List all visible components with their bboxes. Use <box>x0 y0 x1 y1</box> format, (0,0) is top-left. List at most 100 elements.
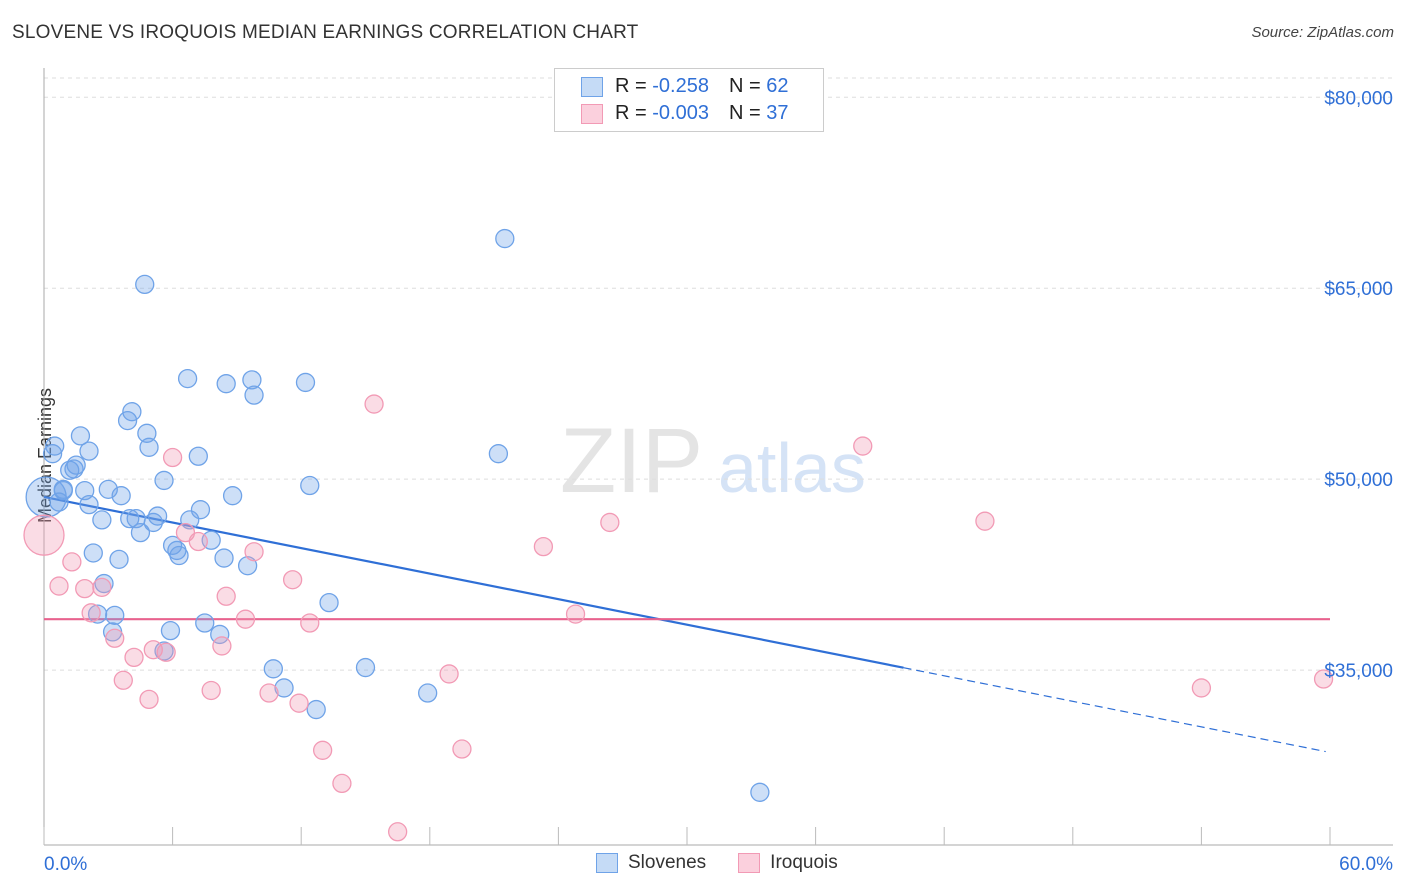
slovenes-point <box>122 402 142 422</box>
y-tick-label: $35,000 <box>1324 661 1393 682</box>
slovenes-point <box>169 545 189 566</box>
slovenes-point <box>139 437 159 457</box>
iroquois-point <box>124 647 144 668</box>
slovenes-point <box>45 436 65 456</box>
slovenes-point <box>237 556 258 576</box>
iroquois-point <box>235 609 256 629</box>
iroquois-point <box>244 542 264 562</box>
slovenes-point <box>244 385 264 405</box>
iroquois-point <box>975 511 995 531</box>
iroquois-point <box>162 447 183 468</box>
iroquois-point <box>300 613 320 633</box>
slovenes-point <box>180 510 200 530</box>
iroquois-point <box>201 680 221 701</box>
slovenes-point <box>418 683 438 703</box>
slovenes-point <box>109 549 129 570</box>
iroquois-point <box>62 552 82 572</box>
y-tick-label: $50,000 <box>1324 470 1393 491</box>
iroquois-point <box>92 577 112 598</box>
iroquois-point <box>282 570 303 590</box>
slovenes-point <box>177 368 198 389</box>
iroquois-point <box>853 436 873 456</box>
slovenes-point <box>70 426 91 446</box>
slovenes-point <box>79 494 99 515</box>
slovenes-point <box>130 522 151 543</box>
iroquois-point <box>23 514 65 556</box>
slovenes-point <box>154 470 174 491</box>
watermark-zip: ZIP <box>560 410 703 512</box>
slovenes-point <box>319 592 339 613</box>
x-tick-label: 0.0% <box>44 854 87 875</box>
slovenes-point <box>92 510 112 530</box>
iroquois-point <box>81 603 101 623</box>
n-value: 37 <box>766 102 789 124</box>
iroquois-swatch <box>581 103 603 124</box>
slovenes-point <box>300 475 320 496</box>
slovenes-point <box>216 374 236 394</box>
iroquois-point <box>216 586 236 606</box>
iroquois-point <box>212 636 232 656</box>
slovenes-point <box>160 620 181 641</box>
slovenes-point <box>214 548 234 568</box>
iroquois-point <box>600 512 620 533</box>
n-value: 62 <box>766 75 789 97</box>
iroquois-point <box>565 604 586 624</box>
iroquois-point <box>289 693 309 713</box>
slovenes-point <box>79 441 99 461</box>
iroquois-point <box>312 740 333 760</box>
stats-row-iroquois: R = -0.003 N = 37 <box>581 102 788 125</box>
iroquois-point <box>259 683 279 703</box>
slovenes-point <box>295 372 316 393</box>
legend-label-iroquois: Iroquois <box>770 852 838 873</box>
slovenes-point <box>274 678 294 698</box>
r-label: R = <box>615 75 647 97</box>
slovenes-point <box>42 444 63 464</box>
slovenes-point <box>188 446 208 466</box>
slovenes-point <box>242 370 262 390</box>
chart-source: Source: ZipAtlas.com <box>1251 24 1394 41</box>
slovenes-trend-line-dashed <box>903 667 1326 753</box>
slovenes-point <box>83 543 103 563</box>
legend-swatch-slovenes <box>596 853 618 873</box>
iroquois-point <box>105 628 125 648</box>
slovenes-point <box>105 605 125 626</box>
iroquois-point <box>439 664 459 684</box>
slovenes-point <box>117 410 138 431</box>
iroquois-point <box>113 670 133 690</box>
iroquois-point <box>188 531 208 552</box>
n-label: N = <box>728 75 761 97</box>
slovenes-point <box>137 423 157 443</box>
iroquois-point <box>364 394 384 414</box>
slovenes-point <box>64 459 84 479</box>
slovenes-point <box>263 659 283 679</box>
slovenes-point <box>25 476 67 518</box>
iroquois-point <box>49 576 69 596</box>
series-legend: Slovenes Iroquois <box>596 852 838 874</box>
legend-label-slovenes: Slovenes <box>628 852 707 873</box>
iroquois-point <box>1313 669 1334 689</box>
slovenes-swatch <box>581 76 603 97</box>
slovenes-point <box>53 479 73 499</box>
stats-legend: R = -0.258 N = 62 R = -0.003 N = 37 <box>554 68 824 132</box>
iroquois-point <box>139 689 159 710</box>
slovenes-point <box>488 444 509 464</box>
iroquois-point <box>1191 678 1212 698</box>
iroquois-point <box>533 536 554 557</box>
y-tick-label: $80,000 <box>1324 88 1393 109</box>
iroquois-point <box>332 773 352 794</box>
slovenes-point <box>355 657 376 678</box>
watermark-atlas: atlas <box>718 429 866 507</box>
slovenes-point <box>750 782 770 802</box>
r-value: -0.258 <box>652 75 709 97</box>
slovenes-point <box>87 604 108 624</box>
slovenes-point <box>306 699 326 720</box>
legend-swatch-iroquois <box>738 853 761 873</box>
slovenes-point <box>143 512 163 533</box>
n-label: N = <box>728 102 761 124</box>
slovenes-point <box>135 274 155 295</box>
slovenes-trend-line <box>43 495 904 669</box>
iroquois-point <box>156 642 176 662</box>
iroquois-point <box>387 822 408 842</box>
